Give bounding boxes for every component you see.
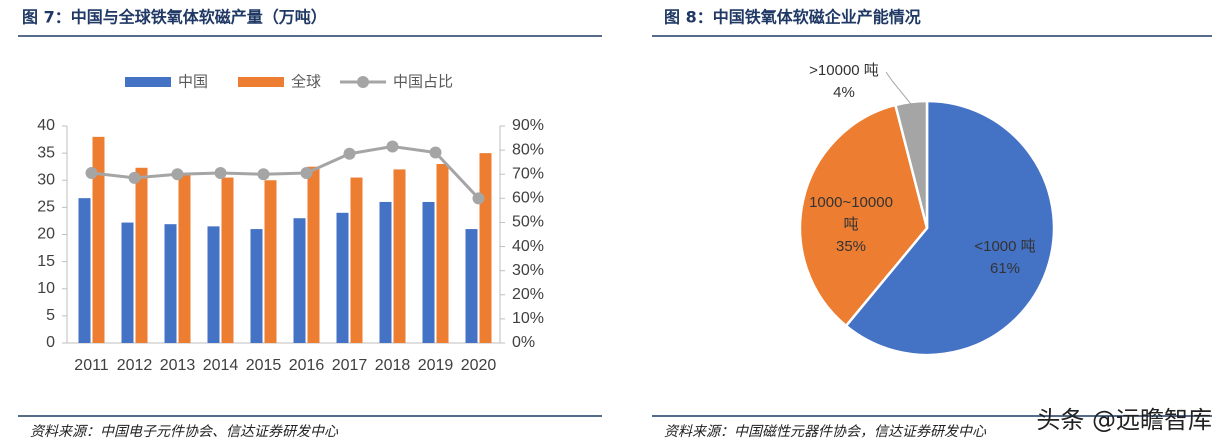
y-tick-label: 15: [37, 253, 55, 270]
y2-tick-label: 90%: [512, 117, 544, 134]
bar: [336, 212, 349, 343]
bar: [92, 136, 105, 343]
slice-value: 61%: [989, 260, 1021, 277]
x-tick-label: 2017: [332, 357, 368, 374]
marker: [386, 140, 399, 153]
pie-slice: [844, 99, 1056, 357]
y2-tick-label: 30%: [512, 262, 544, 279]
slice-label: <1000 吨 61%: [960, 236, 1050, 280]
slice-name: 1000~10000 吨: [809, 194, 893, 233]
marker: [343, 147, 356, 160]
bar: [121, 222, 134, 343]
y-tick-label: 5: [46, 307, 55, 324]
y2-tick-label: 70%: [512, 165, 544, 182]
line: [91, 144, 480, 200]
source: 资料来源：中国电子元件协会、信达证券研发中心: [30, 424, 339, 440]
bar: [221, 177, 234, 343]
y-tick-label: 40: [37, 117, 55, 134]
y-tick-label: 20: [37, 226, 55, 243]
chart-title: 图 8：中国铁氧体软磁企业产能情况: [664, 8, 921, 27]
marker: [171, 168, 184, 181]
slice-name: >10000 吨: [809, 62, 879, 79]
bar: [293, 218, 306, 343]
y-tick-label: 0: [46, 334, 55, 351]
leader-line: [885, 71, 912, 105]
chart-title: 图 7：中国与全球铁氧体软磁产量（万吨）: [22, 8, 327, 27]
y2-tick-label: 60%: [512, 190, 544, 207]
slice-value: 4%: [833, 84, 855, 101]
y2-tick-label: 20%: [512, 286, 544, 303]
y-tick-label: 35: [37, 144, 55, 161]
marker: [214, 167, 227, 180]
marker: [472, 192, 485, 205]
bar: [350, 177, 363, 343]
pie-slice: [798, 103, 929, 328]
bar: [307, 166, 320, 343]
marker: [257, 168, 270, 181]
x-tick-label: 2019: [418, 357, 454, 374]
slice-label: >10000 吨 4%: [794, 60, 894, 104]
y-tick-label: 30: [37, 171, 55, 188]
bar: [250, 229, 263, 343]
x-tick-label: 2018: [375, 357, 411, 374]
legend-label: 中国: [178, 73, 208, 91]
y2-tick-label: 10%: [512, 310, 544, 327]
bar: [164, 224, 177, 343]
pie-slice: [893, 99, 929, 229]
x-tick-label: 2011: [74, 357, 109, 374]
slice-label: 1000~10000 吨 35%: [806, 192, 896, 258]
x-tick-label: 2020: [461, 357, 497, 374]
watermark: 头条 @远瞻智库: [1036, 406, 1212, 434]
bar: [178, 174, 191, 343]
x-tick-label: 2015: [246, 357, 282, 374]
bar: [422, 201, 435, 343]
x-tick-label: 2014: [203, 357, 239, 374]
bar: [207, 226, 220, 343]
bar: [465, 229, 478, 343]
legend-swatch: [125, 77, 171, 87]
bar: [135, 167, 148, 343]
bar: [479, 153, 492, 343]
marker: [429, 146, 442, 159]
y2-tick-label: 0%: [512, 334, 535, 351]
y-tick-label: 10: [37, 280, 55, 297]
marker: [128, 171, 141, 184]
y2-tick-label: 40%: [512, 238, 544, 255]
slice-name: <1000 吨: [974, 238, 1036, 255]
marker: [85, 167, 98, 180]
bar: [78, 198, 91, 343]
legend-label: 中国占比: [393, 73, 453, 91]
marker: [300, 167, 313, 180]
x-tick-label: 2013: [160, 357, 196, 374]
bar: [379, 201, 392, 343]
legend-swatch: [238, 77, 284, 87]
legend-swatch: [357, 76, 369, 88]
bar: [393, 169, 406, 343]
x-tick-label: 2012: [117, 357, 153, 374]
y2-tick-label: 80%: [512, 141, 544, 158]
y-tick-label: 25: [37, 199, 55, 216]
bar: [264, 180, 277, 343]
slice-value: 35%: [835, 238, 867, 255]
bar: [436, 163, 449, 343]
legend-label: 全球: [291, 73, 321, 91]
source: 资料来源：中国磁性元器件协会，信达证券研发中心: [664, 424, 987, 440]
y2-tick-label: 50%: [512, 214, 544, 231]
x-tick-label: 2016: [289, 357, 325, 374]
